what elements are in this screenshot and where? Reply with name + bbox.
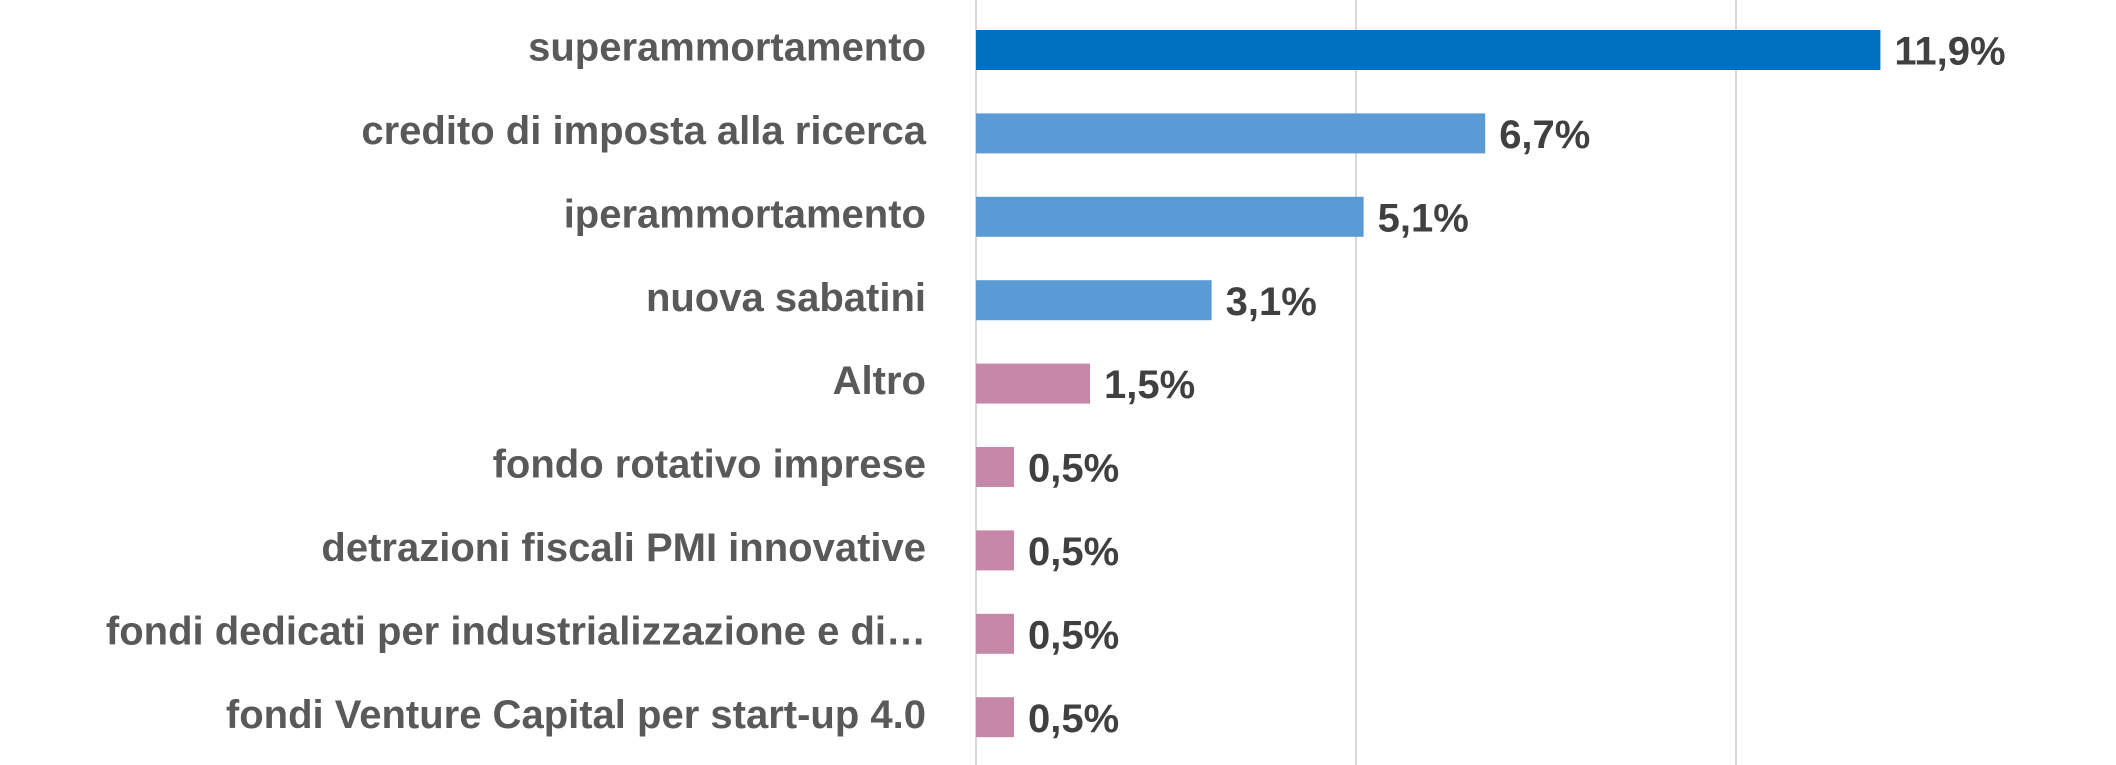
value-label: 11,9% [1894, 30, 2005, 74]
category-label: fondi Venture Capital per start-up 4.0 [226, 693, 926, 737]
bar [976, 447, 1014, 487]
category-label: iperammortamento [564, 192, 926, 236]
value-label: 0,5% [1028, 447, 1119, 491]
bar [976, 30, 1881, 70]
value-label: 0,5% [1028, 613, 1119, 657]
bar [976, 113, 1486, 154]
value-label: 5,1% [1378, 196, 1469, 240]
category-label: fondi dedicati per industrializzazione e… [106, 609, 926, 653]
value-label: 3,1% [1226, 280, 1317, 324]
category-label: credito di imposta alla ricerca [361, 109, 926, 153]
category-label: nuova sabatini [646, 276, 926, 320]
bar [976, 363, 1090, 404]
category-label: Altro [833, 359, 926, 403]
category-label: fondo rotativo imprese [493, 443, 926, 487]
value-label: 6,7% [1499, 113, 1590, 157]
bar [976, 530, 1014, 571]
value-label: 0,5% [1028, 697, 1119, 741]
category-label: detrazioni fiscali PMI innovative [321, 526, 926, 570]
bar [976, 613, 1014, 654]
bar [976, 280, 1212, 321]
category-label: superammortamento [528, 26, 926, 70]
value-label: 1,5% [1104, 363, 1195, 407]
bar [976, 697, 1014, 738]
bar [976, 196, 1364, 237]
value-label: 0,5% [1028, 530, 1119, 574]
